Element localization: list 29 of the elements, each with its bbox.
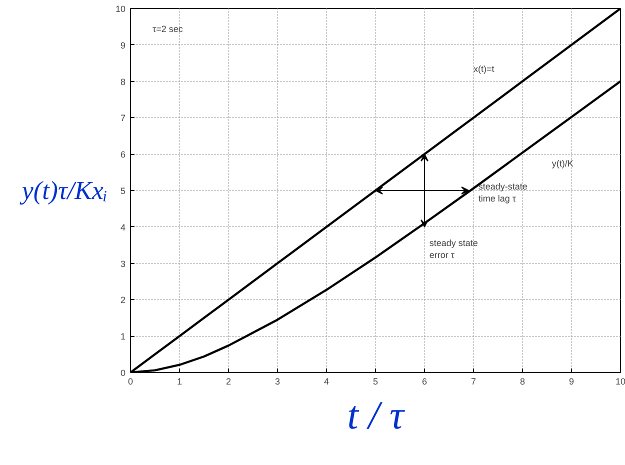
x-tick-label: 4 [324,376,330,386]
y-tick-label: 4 [120,222,126,232]
x-tick-label: 8 [520,376,526,386]
y-tick-label: 6 [120,150,126,160]
annotation: steady-state time lag τ [478,181,528,204]
text: x(t)=t [474,64,495,74]
text: y(t)/K [552,158,574,169]
x-tick-label: 2 [226,376,232,386]
y-tick-label: 8 [120,76,126,87]
x-tick-label: 0 [128,376,134,386]
x-tick-label: 10 [615,376,625,386]
x-tick-label: 5 [372,376,378,386]
y-axis-title: y(t)τ/Kxᵢ [18,176,108,205]
y-tick-label: 10 [115,4,126,14]
y-tick-label: 2 [120,295,126,306]
x-tick-label: 1 [176,376,182,386]
annotation: steady state error τ [429,238,478,260]
annotation: τ=2 sec [152,24,184,34]
x-tick-label: 9 [568,376,574,386]
x-axis-title: t / τ [347,392,406,438]
y-tick-label: 5 [120,186,126,196]
x-tick-label: 3 [274,376,280,386]
y-tick-label: 9 [120,40,126,50]
y-tick-label: 1 [120,332,126,342]
y-tick-label: 3 [120,258,126,269]
y-tick-label: 7 [120,113,126,124]
x-tick-label: 6 [422,376,428,386]
y-tick-label: 0 [120,368,126,378]
x-tick-label: 7 [470,376,476,386]
